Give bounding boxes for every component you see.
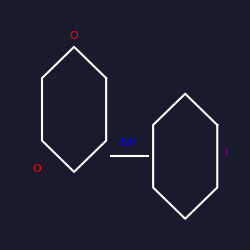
- Text: I: I: [225, 148, 228, 158]
- Text: NH: NH: [121, 138, 138, 148]
- Text: O: O: [33, 164, 42, 174]
- Text: O: O: [70, 31, 78, 41]
